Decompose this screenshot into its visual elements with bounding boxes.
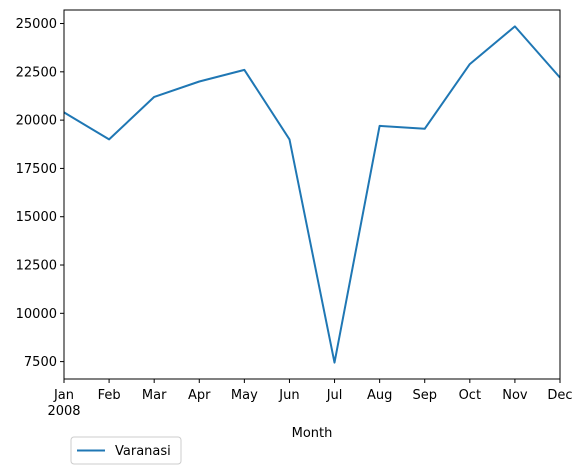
legend-box — [70, 436, 182, 465]
x-tick-label: Jan — [53, 388, 74, 403]
y-tick-label: 10000 — [16, 307, 57, 322]
x-axis-title: Month — [292, 426, 333, 441]
y-axis-ticks: 7500 10000 12500 15000 17500 20000 22500 25000 — [16, 17, 64, 370]
y-tick-label: 17500 — [16, 162, 57, 177]
y-tick-label: 7500 — [24, 355, 57, 370]
x-axis-ticks: Jan Feb Mar Apr May Jun Jul Aug Sep Oct Nov Dec — [53, 379, 573, 403]
plot-area-frame — [63, 9, 561, 380]
x-axis-year-label: 2008 — [47, 404, 80, 419]
legend-label-varanasi: Varanasi — [115, 444, 171, 459]
y-tick-label: 15000 — [16, 210, 57, 225]
x-tick-label: Jun — [278, 388, 299, 403]
x-tick-label: Aug — [367, 388, 392, 403]
y-tick-label: 25000 — [16, 17, 57, 32]
x-tick-label: Jul — [326, 388, 343, 403]
x-tick-label: Apr — [188, 388, 211, 403]
x-tick-label: Oct — [459, 388, 481, 403]
x-tick-label: May — [231, 388, 258, 403]
x-tick-label: Dec — [547, 388, 572, 403]
x-tick-label: Sep — [412, 388, 437, 403]
y-tick-label: 12500 — [16, 259, 57, 274]
x-tick-label: Nov — [502, 388, 528, 403]
y-tick-label: 20000 — [16, 114, 57, 129]
series-lines — [63, 25, 561, 364]
x-tick-label: Feb — [98, 388, 121, 403]
legend: Varanasi — [70, 436, 182, 465]
x-tick-label: Mar — [142, 388, 167, 403]
series-line-varanasi — [63, 25, 561, 364]
y-tick-label: 22500 — [16, 65, 57, 80]
